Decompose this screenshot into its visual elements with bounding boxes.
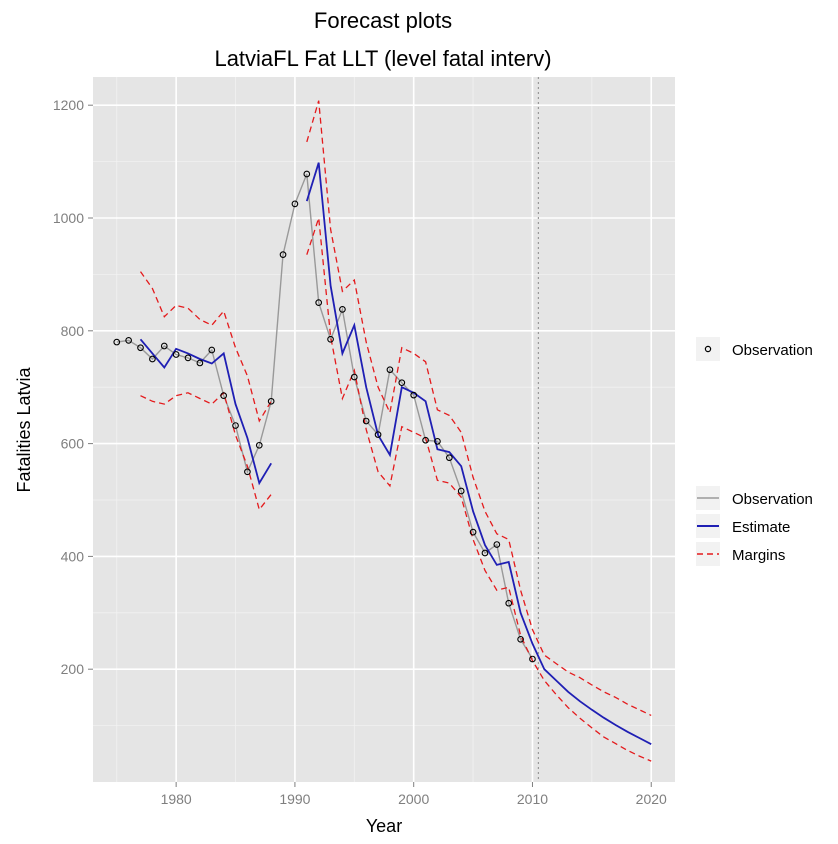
observation-point xyxy=(505,599,513,607)
observation-point xyxy=(125,337,132,344)
observation-point xyxy=(160,342,168,350)
observation-point xyxy=(386,366,394,374)
observation-point xyxy=(410,391,418,399)
series-estimate-line xyxy=(139,338,272,486)
plot-panel xyxy=(93,77,675,782)
observation-point xyxy=(327,335,334,343)
chart-subtitle: LatviaFL Fat LLT (level fatal interv) xyxy=(214,46,551,71)
legend-label-estimate: Estimate xyxy=(732,519,790,536)
x-tick-label: 1990 xyxy=(279,791,310,807)
legend-points-label: Observation xyxy=(732,342,813,359)
observation-point xyxy=(149,355,156,363)
observation-point xyxy=(457,487,465,495)
observation-point xyxy=(184,354,192,362)
legend-points-key xyxy=(696,337,720,361)
observation-point xyxy=(493,541,501,548)
observation-point xyxy=(208,346,216,354)
series-estimate-line xyxy=(305,162,652,745)
x-tick-label: 2010 xyxy=(517,791,548,807)
legend-points: Observation xyxy=(696,337,813,361)
observation-point xyxy=(481,549,489,557)
series-observation-line xyxy=(116,173,534,660)
observation-point xyxy=(434,437,441,445)
x-axis-label: Year xyxy=(366,816,402,836)
grid-minor xyxy=(93,77,675,782)
observation-point xyxy=(529,655,536,663)
legend-label-margins: Margins xyxy=(732,547,785,564)
observation-point xyxy=(315,299,323,306)
observation-point xyxy=(291,200,299,208)
observation-point xyxy=(232,422,239,429)
y-tick-label: 400 xyxy=(61,548,85,564)
observation-point xyxy=(196,359,204,367)
observation-point xyxy=(445,454,453,462)
y-axis: 200 400 600 800 1000 1200 xyxy=(53,97,93,677)
x-tick-label: 2020 xyxy=(636,791,667,807)
observation-point xyxy=(244,468,251,476)
y-tick-label: 1200 xyxy=(53,97,84,113)
y-axis-label: Fatalities Latvia xyxy=(14,366,34,492)
observation-point xyxy=(172,351,180,358)
observation-point xyxy=(220,392,228,400)
chart-title: Forecast plots xyxy=(314,8,452,33)
observation-point xyxy=(339,306,346,313)
series-margin-upper xyxy=(306,100,652,716)
legend-label-observation: Observation xyxy=(732,491,813,508)
observation-line-layer xyxy=(116,173,534,660)
observation-points-layer xyxy=(113,170,536,663)
grid-major xyxy=(93,77,675,782)
observation-point xyxy=(398,379,406,387)
observation-point xyxy=(255,441,263,449)
observation-point xyxy=(303,170,311,178)
y-tick-label: 600 xyxy=(61,436,85,452)
observation-point xyxy=(422,436,429,444)
observation-point xyxy=(374,431,382,438)
series-margin-lower xyxy=(140,391,272,512)
observation-point xyxy=(517,635,524,643)
x-axis: 1980 1990 2000 2010 2020 xyxy=(161,782,667,807)
observation-point xyxy=(113,338,121,346)
legend-point-symbol xyxy=(704,345,712,353)
x-tick-label: 1980 xyxy=(161,791,192,807)
legend-lines: Observation Estimate Margins xyxy=(696,486,813,566)
estimate-layer xyxy=(139,162,652,745)
y-tick-label: 1000 xyxy=(53,210,84,226)
observation-point xyxy=(469,528,477,536)
x-tick-label: 2000 xyxy=(398,791,429,807)
series-margin-upper xyxy=(139,271,272,423)
observation-point xyxy=(137,344,144,352)
observation-point xyxy=(350,373,358,381)
y-tick-label: 800 xyxy=(61,323,85,339)
observation-point xyxy=(279,251,287,259)
observation-point xyxy=(362,417,370,425)
observation-point xyxy=(267,397,275,405)
y-tick-label: 200 xyxy=(61,661,85,677)
